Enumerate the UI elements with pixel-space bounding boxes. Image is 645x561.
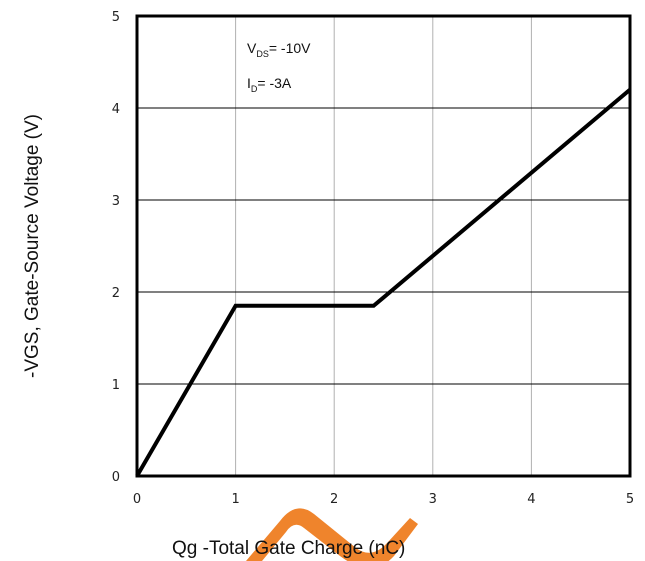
annotation-id-sub: D [251,84,258,94]
y-tick-label: 5 [112,10,120,25]
svg-text:ID= -3A: ID= -3A [247,75,292,94]
y-tick-labels: 0 1 2 3 4 5 [112,10,120,485]
annotation-id-main: I [247,75,251,91]
watermark-swoosh [246,508,418,561]
grid-layer [137,16,630,476]
plot-frame [135,14,632,478]
x-tick-label: 0 [133,492,141,507]
x-tick-label: 5 [626,492,634,507]
x-tick-label: 1 [231,492,239,507]
series-layer [135,88,632,478]
y-axis-label: -VGS, Gate-Source Voltage (V) [22,114,43,378]
annotation-vds: VDS= -10V [247,40,311,59]
x-axis-label: Qg -Total Gate Charge (nC) [172,538,405,559]
annotation-vds-rest: = -10V [269,40,311,56]
watermark-logo [246,508,418,561]
x-tick-label: 3 [429,492,437,507]
x-tick-label: 4 [527,492,535,507]
y-tick-label: 4 [112,102,120,117]
x-tick-label: 2 [330,492,338,507]
y-tick-label: 3 [112,194,120,209]
svg-text:VDS= -10V: VDS= -10V [247,40,311,59]
series-line-0 [135,88,632,478]
annotation-vds-main: V [247,40,257,56]
annotation-id: ID= -3A [247,75,292,94]
annotation-id-rest: = -3A [257,75,292,91]
y-tick-label: 0 [112,470,120,485]
x-tick-labels: 0 1 2 3 4 5 [133,492,634,507]
annotation-vds-sub: DS [256,49,269,59]
y-tick-label: 2 [112,286,120,301]
y-tick-label: 1 [112,378,120,393]
